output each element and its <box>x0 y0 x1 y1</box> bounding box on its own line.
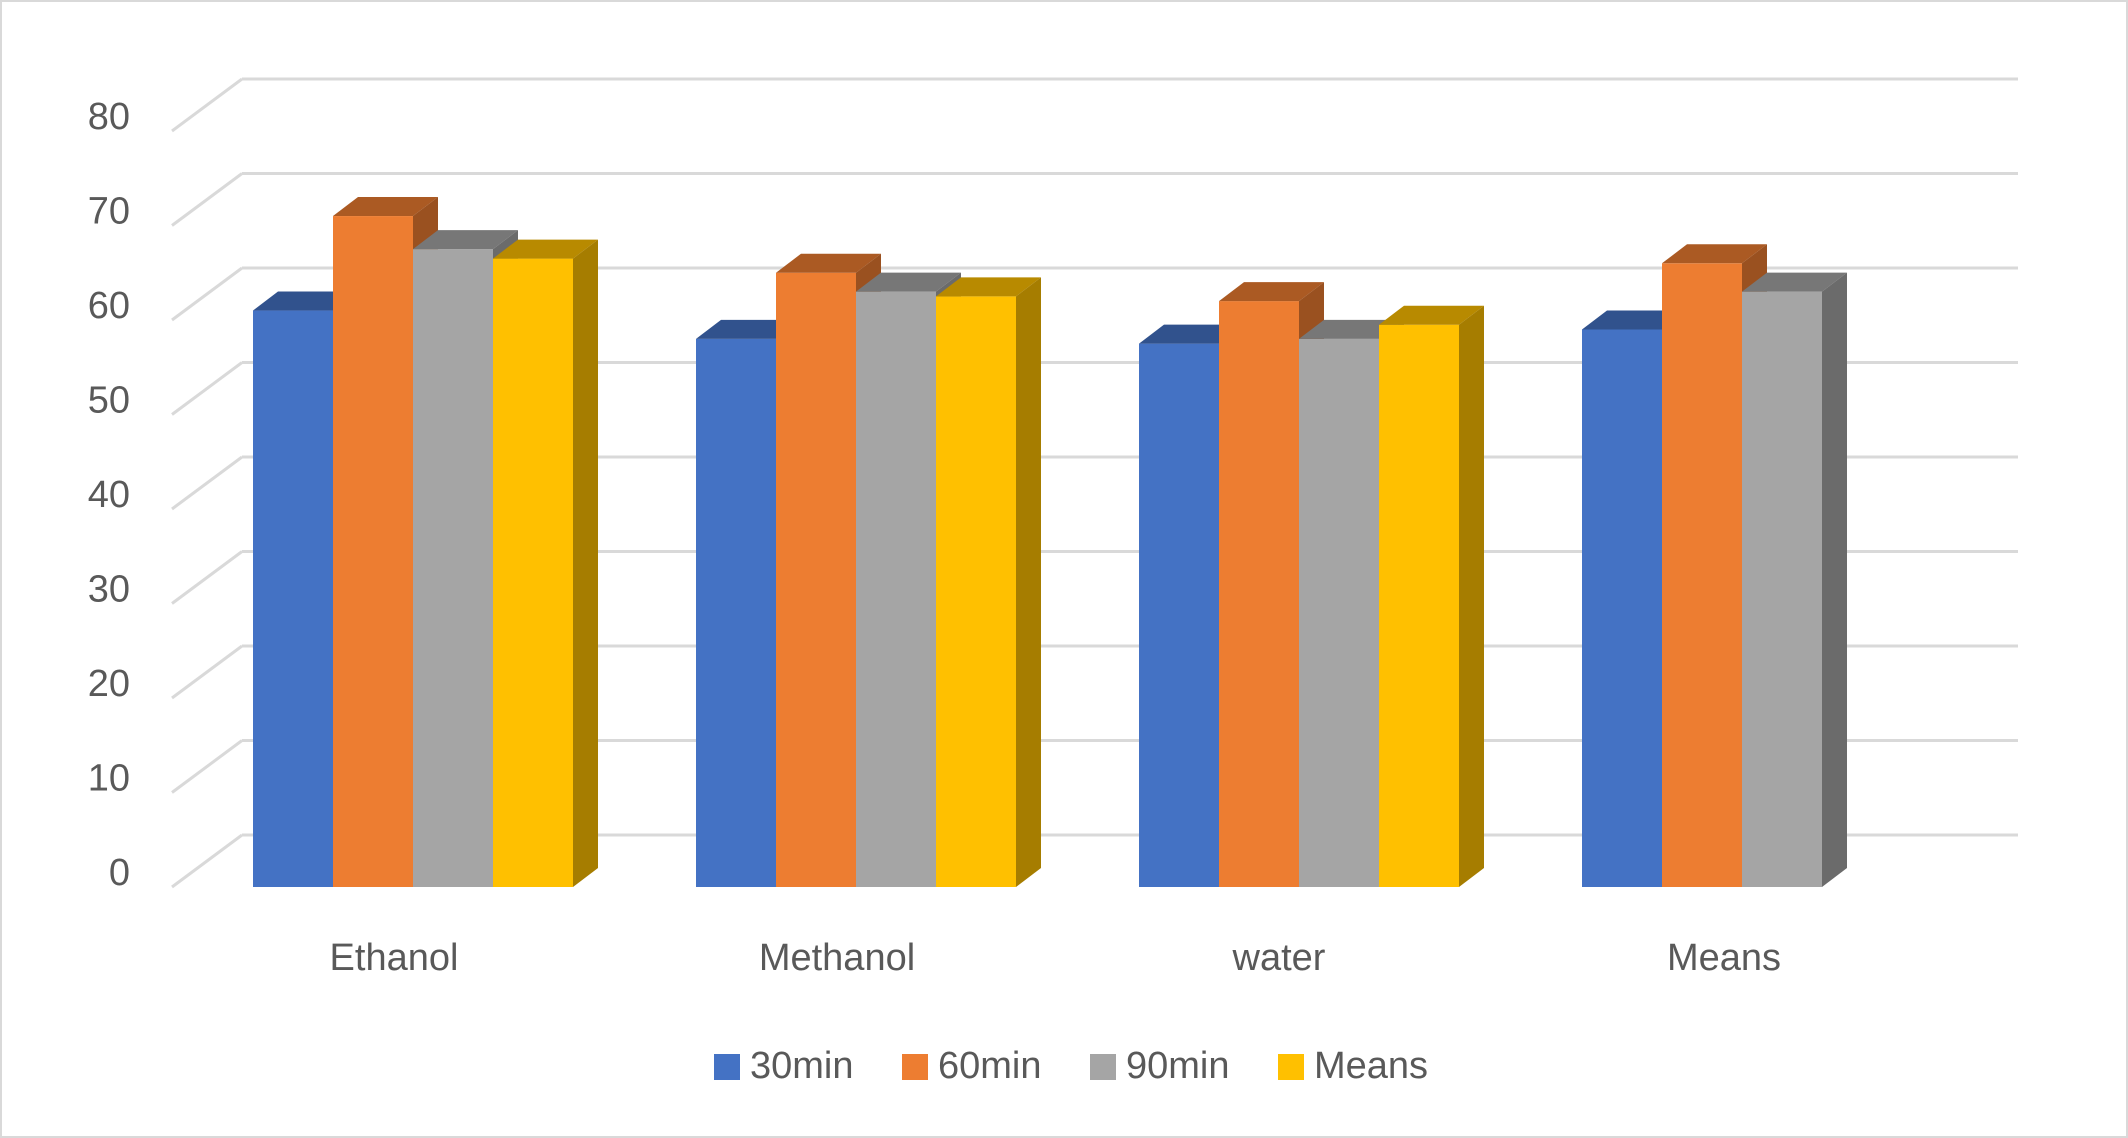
y-tick-label: 30 <box>88 569 130 611</box>
bar-side <box>1822 272 1847 887</box>
bar-top <box>1742 272 1847 292</box>
bar-top <box>1379 305 1484 325</box>
y-tick-label: 70 <box>88 191 130 233</box>
bar <box>936 277 1041 887</box>
x-category-label: Ethanol <box>330 937 459 979</box>
bar-front <box>1379 324 1459 888</box>
bar-front <box>333 216 413 888</box>
bar-side <box>573 239 598 887</box>
bar <box>1582 310 1687 887</box>
bar-top <box>493 239 598 259</box>
bar-side <box>1459 305 1484 888</box>
bar-side <box>1016 277 1041 887</box>
gridline-diagonal <box>171 266 243 322</box>
bar-top <box>696 319 801 339</box>
bars <box>253 197 1847 888</box>
legend-swatch <box>1090 1054 1116 1080</box>
legend-item: 30min <box>714 1045 854 1087</box>
bar-top <box>936 277 1041 297</box>
bar-front <box>1299 338 1379 887</box>
bar-top <box>1662 244 1767 264</box>
legend-swatch <box>1278 1054 1304 1080</box>
gridline-diagonal <box>171 739 243 794</box>
bar-front <box>1582 329 1662 887</box>
bar-top <box>333 197 438 217</box>
y-tick-label: 0 <box>109 852 130 894</box>
legend-label: 30min <box>750 1045 854 1087</box>
bar-top <box>253 291 358 311</box>
legend-item: Means <box>1278 1045 1428 1087</box>
bar-front <box>1742 291 1822 887</box>
legend-label: 90min <box>1126 1045 1230 1087</box>
bar-front <box>253 310 333 887</box>
x-category-label: water <box>1232 937 1326 979</box>
gridline-diagonal <box>171 455 243 511</box>
gridline-diagonal <box>171 833 243 889</box>
bar-front <box>856 291 936 887</box>
x-category-label: Means <box>1667 937 1781 979</box>
bar <box>493 239 598 887</box>
y-axis-ticks: 0 10 20 30 40 50 60 70 80 <box>88 96 130 894</box>
bar-front <box>1219 301 1299 888</box>
y-tick-label: 80 <box>88 96 130 138</box>
x-category-label: Methanol <box>759 937 915 979</box>
gridline-diagonal <box>171 550 243 605</box>
bar-front <box>936 296 1016 887</box>
bar <box>1742 272 1847 887</box>
legend-item: 90min <box>1090 1045 1230 1087</box>
bar <box>1379 305 1484 888</box>
bar-front <box>776 272 856 887</box>
legend-swatch <box>902 1054 928 1080</box>
legend-swatch <box>714 1054 740 1080</box>
bar-front <box>493 258 573 887</box>
legend-label: Means <box>1314 1045 1428 1087</box>
bar-top <box>1219 282 1324 302</box>
gridline-diagonal <box>171 361 243 416</box>
bar-top <box>776 253 881 273</box>
y-tick-label: 60 <box>88 285 130 327</box>
y-tick-label: 10 <box>88 758 130 800</box>
bar-top <box>1299 319 1404 339</box>
legend: 30min 60min 90min Means <box>714 1045 1428 1087</box>
bar-front <box>413 249 493 887</box>
bar-top <box>1139 324 1244 344</box>
legend-item: 60min <box>902 1045 1042 1087</box>
gridline-diagonal <box>171 644 243 700</box>
bar-front <box>1662 263 1742 887</box>
x-axis-categories: Ethanol Methanol water Means <box>330 937 1781 979</box>
bar-top <box>1582 310 1687 330</box>
y-tick-label: 50 <box>88 380 130 422</box>
bar-front <box>696 338 776 887</box>
y-tick-label: 20 <box>88 663 130 705</box>
bar-top <box>856 272 961 292</box>
y-tick-label: 40 <box>88 474 130 516</box>
gridline-diagonal <box>171 77 243 133</box>
bar-top <box>413 230 518 250</box>
bar-front <box>1139 343 1219 887</box>
gridline-diagonal <box>171 172 243 227</box>
legend-label: 60min <box>938 1045 1042 1087</box>
